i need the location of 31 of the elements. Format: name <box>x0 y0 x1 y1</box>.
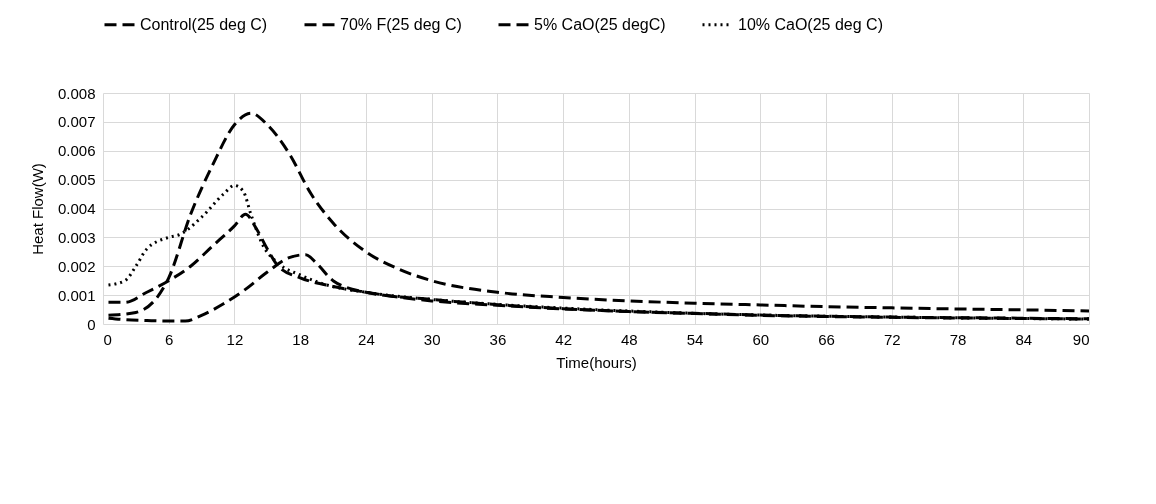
x-tick-label: 12 <box>226 330 244 348</box>
legend-label: 10% CaO(25 deg C) <box>738 15 883 33</box>
x-axis-title: Time(hours) <box>556 353 637 371</box>
x-tick-label: 66 <box>818 330 835 348</box>
y-tick-label: 0.004 <box>57 200 96 217</box>
x-tick-label: 18 <box>292 330 310 348</box>
y-tick-label: 0.003 <box>57 228 96 246</box>
x-tick-label: 54 <box>686 330 704 348</box>
x-tick-label: 90 <box>1072 330 1090 348</box>
y-tick-label: 0.002 <box>57 257 96 275</box>
x-tick-label: 60 <box>752 330 770 348</box>
legend-label: Control(25 deg C) <box>140 15 268 33</box>
legend-label: 5% CaO(25 degC) <box>534 15 666 33</box>
y-tick-label: 0 <box>87 315 96 333</box>
x-tick-label: 30 <box>423 330 441 348</box>
legend-label: 70% F(25 deg C) <box>340 15 462 33</box>
x-tick-label: 36 <box>489 330 507 348</box>
x-tick-label: 48 <box>621 330 638 348</box>
x-tick-label: 24 <box>358 330 375 348</box>
y-axis-title: Heat Flow(W) <box>28 163 46 255</box>
x-tick-label: 84 <box>1015 330 1033 348</box>
y-tick-label: 0.006 <box>57 142 96 160</box>
x-tick-label: 0 <box>103 330 112 348</box>
y-tick-label: 0.001 <box>57 286 96 304</box>
y-tick-label: 0.005 <box>57 171 96 189</box>
x-tick-label: 72 <box>883 330 901 348</box>
x-tick-label: 42 <box>555 330 572 348</box>
y-tick-label: 0.008 <box>57 84 96 102</box>
x-tick-label: 78 <box>949 330 967 348</box>
y-tick-label: 0.007 <box>57 113 96 131</box>
x-tick-label: 6 <box>165 330 174 348</box>
